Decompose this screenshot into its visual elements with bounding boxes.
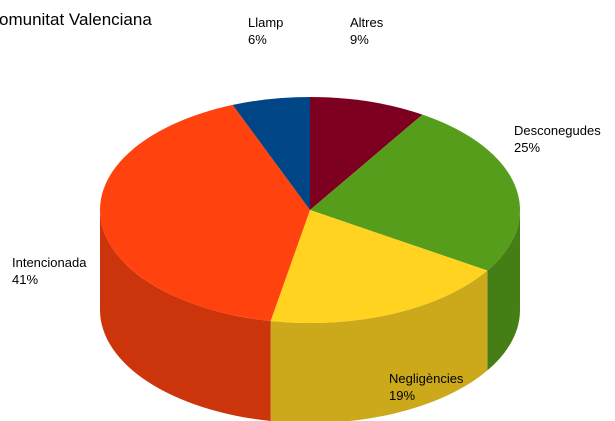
chart-title: omunitat Valenciana	[0, 10, 152, 29]
pie-slice	[270, 210, 488, 324]
slice-label: Negligències	[389, 371, 464, 386]
pie-wall	[487, 210, 520, 371]
pie-slice	[310, 97, 423, 210]
slice-value-label: 9%	[350, 32, 369, 47]
slice-label: Desconegudes	[514, 123, 601, 138]
slice-label: Llamp	[248, 15, 283, 30]
slice-label: Altres	[350, 15, 384, 30]
slice-value-label: 6%	[248, 32, 267, 47]
slice-value-label: 25%	[514, 140, 540, 155]
pie-tops	[99, 97, 520, 324]
pie-slice	[310, 114, 520, 271]
pie-walls	[100, 210, 520, 421]
slice-value-label: 41%	[12, 272, 38, 287]
slice-value-label: 19%	[389, 388, 415, 403]
pie-slice	[232, 97, 310, 210]
pie-wall	[270, 270, 488, 421]
pie-slice	[99, 104, 311, 321]
pie-wall	[100, 210, 271, 421]
labels: Altres 9% Desconegudes 25% Negligències 19% In…	[12, 15, 601, 403]
slice-label: Intencionada	[12, 255, 87, 270]
